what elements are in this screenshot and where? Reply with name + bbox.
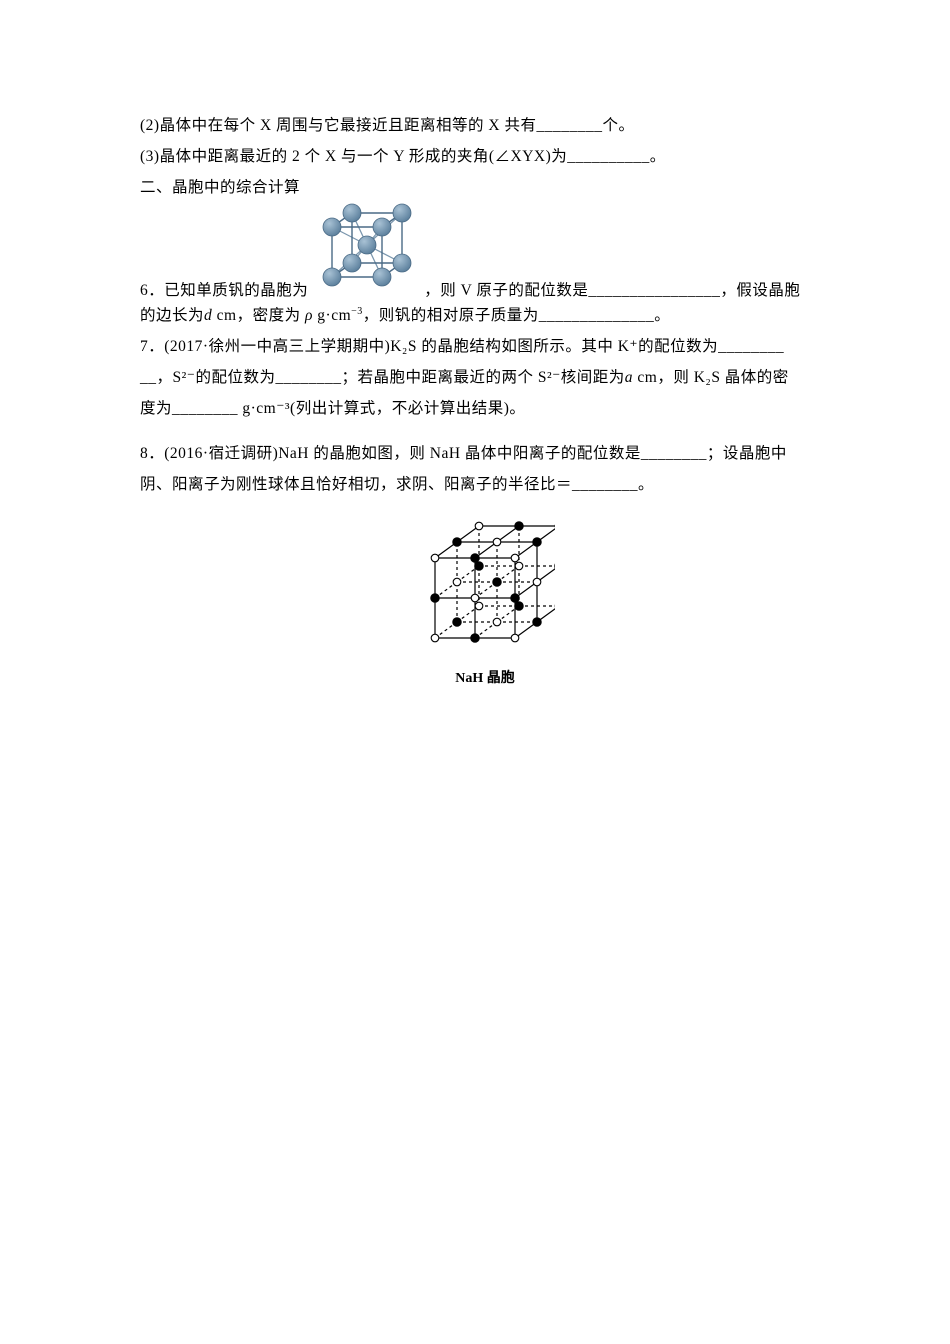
q6-l2-d2: ，则钒的相对原子质量为______________。 [363,307,671,324]
q7-l2-a: __，S²⁻的配位数为________；若晶胞中距离最近的两个 S²⁻核间距为 [140,369,625,386]
q6-suffix-text: ，则 V 原子的配位数是________________，假设晶胞 [424,278,800,300]
q6-l2-rho: ρ [305,307,313,324]
question-7-line1: 7．(2017·徐州一中高三上学期期中)K₂S 的晶胞结构如图所示。其中 K⁺的… [140,331,830,362]
bcc-svg-icon [314,203,418,295]
question-3-text: (3)晶体中距离最近的 2 个 X 与一个 Y 形成的夹角(∠XYX)为____… [140,141,830,172]
q7-l2-a-it: a [625,369,633,386]
question-7-line2: __，S²⁻的配位数为________；若晶胞中距离最近的两个 S²⁻核间距为a… [140,362,830,393]
question-8-line1: 8．(2016·宿迁调研)NaH 的晶胞如图，则 NaH 晶体中阳离子的配位数是… [140,438,830,469]
q6-l2-c: g·cm [313,307,351,324]
question-7-line3: 度为________ g·cm⁻³(列出计算式，不必计算出结果)。 [140,393,830,424]
question-8-line2: 阴、阳离子为刚性球体且恰好相切，求阴、阳离子的半径比＝________。 [140,469,830,500]
q7-l2-b: cm，则 K₂S 晶体的密 [633,369,789,386]
question-6-line2: 的边长为d cm，密度为 ρ g·cm−3，则钒的相对原子质量为________… [140,300,830,331]
bcc-unit-cell-figure [314,203,418,300]
q6-l2-a: 的边长为 [140,307,204,324]
question-2-text: (2)晶体中在每个 X 周围与它最接近且距离相等的 X 共有________个。 [140,110,830,141]
nah-unit-cell-figure [415,518,555,658]
question-6-row: 6．已知单质钒的晶胞为 ，则 V 原子的配位数是________________… [140,203,830,300]
section-2-heading: 二、晶胞中的综合计算 [140,172,830,203]
q6-l2-b: cm，密度为 [212,307,305,324]
nah-figure-wrap: NaH 晶胞 [140,518,830,687]
q6-prefix-text: 6．已知单质钒的晶胞为 [140,278,308,300]
q6-l2-exp: −3 [351,306,363,317]
nah-caption: NaH 晶胞 [140,667,830,687]
